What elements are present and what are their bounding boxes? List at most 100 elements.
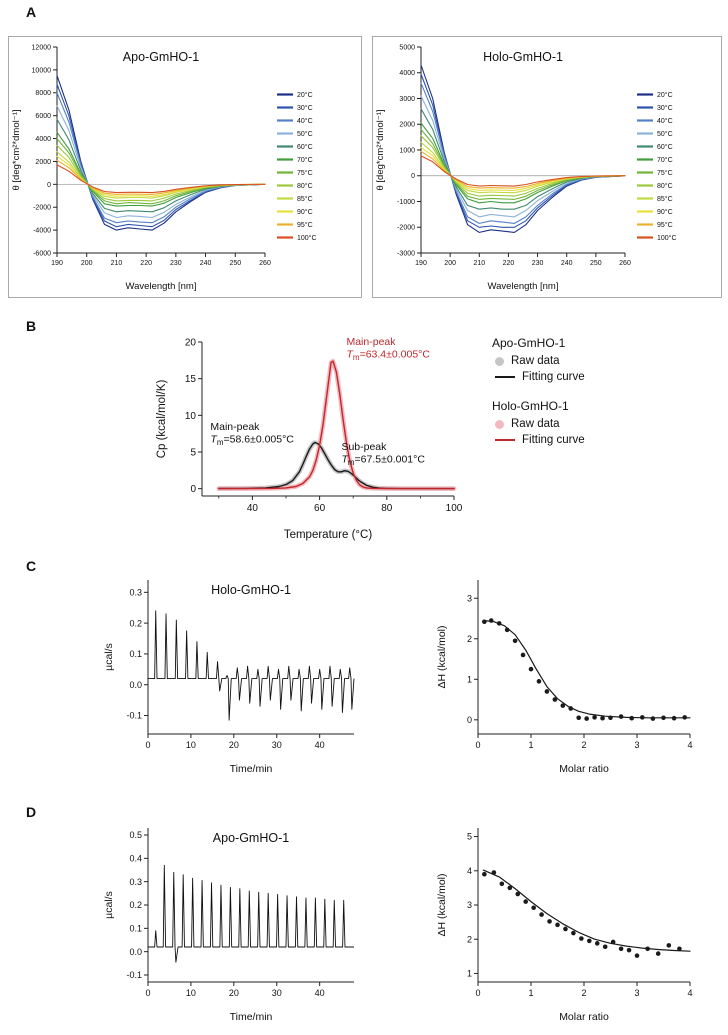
svg-text:20: 20 [185,338,197,349]
svg-text:70°C: 70°C [297,156,313,164]
svg-text:95°C: 95°C [657,221,673,229]
svg-text:10: 10 [185,411,197,422]
svg-text:0.3: 0.3 [129,587,142,597]
svg-text:µcal/s: µcal/s [103,643,115,671]
cd_apo-svg: 190 200 210 220 230 240 250 260 -6000 -4000 -2000 0… [11,44,317,292]
svg-text:5: 5 [467,832,472,842]
svg-text:6000: 6000 [35,113,51,120]
svg-text:θ [deg*cm²*dmol⁻¹]: θ [deg*cm²*dmol⁻¹] [11,109,22,190]
svg-text:30°C: 30°C [657,104,673,112]
dsc-legend-apo-title: Apo-GmHO-1 [492,336,566,350]
svg-text:240: 240 [561,260,573,267]
svg-text:Molar ratio: Molar ratio [559,763,609,775]
svg-text:260: 260 [619,260,631,267]
svg-text:3: 3 [634,740,639,750]
svg-text:2000: 2000 [35,159,51,166]
panel-b-label: B [26,318,37,334]
svg-text:80°C: 80°C [657,182,673,190]
svg-text:0: 0 [47,182,51,189]
svg-text:Tm=58.6±0.005°C: Tm=58.6±0.005°C [210,434,294,448]
svg-text:Tm=67.5±0.001°C: Tm=67.5±0.001°C [341,453,425,467]
itc-apo-isotherm-chart: 0 1 2 3 4 1 2 3 4 5 Molar ratio ΔH (kcal/mol) [432,820,704,1026]
svg-text:-1000: -1000 [397,199,415,206]
svg-text:30°C: 30°C [297,104,313,112]
svg-text:4: 4 [687,740,692,750]
svg-text:210: 210 [111,260,123,267]
svg-text:µcal/s: µcal/s [103,891,115,919]
svg-text:1: 1 [467,674,472,684]
dsc-legend-holo-title: Holo-GmHO-1 [492,399,569,413]
dsc-legend-holo-raw-item: Raw data [495,418,672,430]
svg-text:200: 200 [81,260,93,267]
cd_holo-svg: 190 200 210 220 230 240 250 260 -3000 -2000 -1000 0… [375,44,677,292]
svg-text:2: 2 [581,740,586,750]
svg-text:230: 230 [532,260,544,267]
svg-text:100: 100 [446,503,463,514]
svg-text:4000: 4000 [399,70,415,77]
svg-text:85°C: 85°C [657,195,673,203]
svg-text:85°C: 85°C [297,195,313,203]
dsc-chart: 40 60 80 100 0 5 10 15 20 Temperature (°C) Cp (kca… [152,330,476,544]
svg-text:Molar ratio: Molar ratio [559,1011,609,1023]
svg-text:Main-peak: Main-peak [210,421,260,433]
svg-text:0: 0 [145,988,150,998]
svg-text:0: 0 [467,715,472,725]
svg-text:θ [deg*cm²*dmol⁻¹]: θ [deg*cm²*dmol⁻¹] [375,109,386,190]
svg-text:ΔH (kcal/mol): ΔH (kcal/mol) [436,625,448,688]
svg-text:95°C: 95°C [297,221,313,229]
svg-text:0: 0 [475,740,480,750]
svg-text:0: 0 [190,484,196,495]
svg-text:0.4: 0.4 [129,853,142,863]
cd-apo-chart: 190 200 210 220 230 240 250 260 -6000 -4000 -2000 0… [9,37,359,295]
svg-text:2000: 2000 [399,122,415,129]
holo-fit-label: Fitting curve [522,434,585,446]
svg-text:Apo-GmHO-1: Apo-GmHO-1 [123,50,199,64]
svg-text:0: 0 [411,173,415,180]
legend-spacer [492,387,672,399]
svg-text:80°C: 80°C [297,182,313,190]
svg-text:Tm=63.4±0.005°C: Tm=63.4±0.005°C [346,348,430,362]
svg-text:190: 190 [415,260,427,267]
itc-apo-thermogram-chart: 0 10 20 30 40 -0.1 0.0 0.1 0.2 0.3 0.4 0.5 Time/min µ… [98,820,366,1026]
svg-text:1000: 1000 [399,147,415,154]
svg-text:100°C: 100°C [657,234,677,242]
svg-text:-0.1: -0.1 [126,711,142,721]
svg-text:220: 220 [140,260,152,267]
svg-text:5: 5 [190,448,196,459]
svg-text:Holo-GmHO-1: Holo-GmHO-1 [211,583,291,597]
svg-text:Temperature (°C): Temperature (°C) [284,529,372,541]
svg-text:Time/min: Time/min [230,763,273,775]
cd-holo-chart: 190 200 210 220 230 240 250 260 -3000 -2000 -1000 0… [373,37,719,295]
svg-text:2: 2 [581,988,586,998]
panel-d-label: D [26,804,37,820]
svg-text:10: 10 [186,740,196,750]
svg-text:220: 220 [503,260,515,267]
holo-raw-label: Raw data [511,418,560,430]
svg-text:240: 240 [200,260,212,267]
svg-text:4000: 4000 [35,136,51,143]
svg-text:3: 3 [467,593,472,603]
svg-text:Time/min: Time/min [230,1011,273,1023]
svg-text:20: 20 [229,740,239,750]
svg-text:75°C: 75°C [657,169,673,177]
svg-text:10000: 10000 [32,67,52,74]
dsc-legend-apo-fit-item: Fitting curve [495,371,672,383]
svg-text:1: 1 [528,740,533,750]
panel-a-label: A [26,4,37,20]
svg-text:0.1: 0.1 [129,649,142,659]
svg-text:60°C: 60°C [657,143,673,151]
apo-raw-dot-marker [495,356,504,366]
svg-text:200: 200 [444,260,456,267]
dsc-legend-apo-raw-item: Raw data [495,355,672,367]
dsc-svg: 40 60 80 100 0 5 10 15 20 Temperature (°C) Cp (kca… [156,336,463,541]
dsc-legend: Apo-GmHO-1 Raw data Fitting curve Holo-G… [492,336,672,450]
holo-raw-dot-marker [495,419,504,429]
svg-text:75°C: 75°C [297,169,313,177]
svg-text:3: 3 [634,988,639,998]
svg-text:-2000: -2000 [33,205,51,212]
svg-text:250: 250 [590,260,602,267]
svg-text:Apo-GmHO-1: Apo-GmHO-1 [213,831,289,845]
svg-text:Wavelength [nm]: Wavelength [nm] [126,281,197,292]
svg-text:50°C: 50°C [657,130,673,138]
